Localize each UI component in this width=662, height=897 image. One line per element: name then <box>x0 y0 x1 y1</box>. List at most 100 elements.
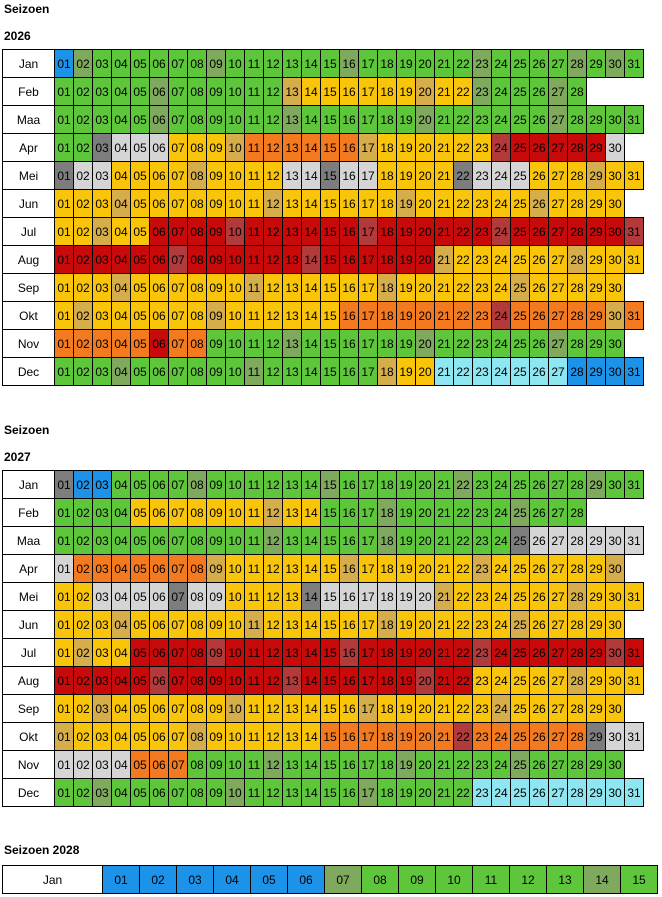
day-cell[interactable]: 21 <box>434 554 454 583</box>
day-cell[interactable]: 29 <box>586 470 606 499</box>
day-cell[interactable]: 09 <box>398 865 436 894</box>
day-cell[interactable]: 27 <box>548 778 568 807</box>
day-cell[interactable]: 22 <box>453 273 473 302</box>
day-cell[interactable]: 22 <box>453 750 473 779</box>
day-cell[interactable]: 15 <box>320 666 340 695</box>
day-cell[interactable]: 09 <box>206 133 226 162</box>
day-cell[interactable]: 09 <box>206 77 226 106</box>
day-cell[interactable]: 17 <box>358 273 378 302</box>
day-cell[interactable]: 12 <box>263 498 283 527</box>
day-cell[interactable]: 16 <box>339 245 359 274</box>
day-cell[interactable]: 09 <box>206 273 226 302</box>
day-cell[interactable]: 22 <box>453 161 473 190</box>
day-cell[interactable]: 08 <box>187 301 207 330</box>
day-cell[interactable]: 29 <box>586 301 606 330</box>
day-cell[interactable]: 06 <box>149 161 169 190</box>
day-cell[interactable]: 04 <box>111 694 131 723</box>
day-cell[interactable]: 26 <box>529 582 549 611</box>
day-cell[interactable]: 28 <box>567 77 587 106</box>
day-cell[interactable]: 07 <box>168 161 188 190</box>
day-cell[interactable]: 23 <box>472 189 492 218</box>
day-cell[interactable]: 25 <box>510 582 530 611</box>
day-cell[interactable]: 08 <box>187 526 207 555</box>
day-cell[interactable]: 30 <box>605 638 625 667</box>
day-cell[interactable]: 03 <box>92 133 112 162</box>
day-cell[interactable]: 04 <box>111 133 131 162</box>
day-cell[interactable]: 24 <box>491 778 511 807</box>
day-cell[interactable]: 04 <box>111 49 131 78</box>
day-cell[interactable]: 07 <box>168 750 188 779</box>
day-cell[interactable]: 29 <box>586 217 606 246</box>
day-cell[interactable]: 02 <box>73 77 93 106</box>
day-cell[interactable]: 09 <box>206 357 226 386</box>
day-cell[interactable]: 26 <box>529 722 549 751</box>
day-cell[interactable]: 16 <box>339 666 359 695</box>
day-cell[interactable]: 01 <box>54 133 74 162</box>
day-cell[interactable]: 16 <box>339 301 359 330</box>
day-cell[interactable]: 02 <box>139 865 177 894</box>
day-cell[interactable]: 27 <box>548 470 568 499</box>
day-cell[interactable]: 07 <box>168 694 188 723</box>
day-cell[interactable]: 05 <box>130 554 150 583</box>
day-cell[interactable]: 08 <box>187 610 207 639</box>
day-cell[interactable]: 09 <box>206 750 226 779</box>
day-cell[interactable]: 16 <box>339 161 359 190</box>
day-cell[interactable]: 25 <box>510 301 530 330</box>
day-cell[interactable]: 10 <box>225 610 245 639</box>
day-cell[interactable]: 30 <box>605 610 625 639</box>
day-cell[interactable]: 30 <box>605 105 625 134</box>
day-cell[interactable]: 18 <box>377 470 397 499</box>
day-cell[interactable]: 11 <box>244 638 264 667</box>
day-cell[interactable]: 24 <box>491 105 511 134</box>
day-cell[interactable]: 28 <box>567 610 587 639</box>
day-cell[interactable]: 04 <box>111 666 131 695</box>
day-cell[interactable]: 18 <box>377 329 397 358</box>
day-cell[interactable]: 22 <box>453 189 473 218</box>
day-cell[interactable]: 14 <box>583 865 621 894</box>
day-cell[interactable]: 14 <box>301 161 321 190</box>
day-cell[interactable]: 05 <box>130 610 150 639</box>
day-cell[interactable]: 02 <box>73 49 93 78</box>
day-cell[interactable]: 13 <box>282 301 302 330</box>
day-cell[interactable]: 27 <box>548 750 568 779</box>
day-cell[interactable]: 31 <box>624 217 644 246</box>
day-cell[interactable]: 17 <box>358 610 378 639</box>
day-cell[interactable]: 21 <box>434 610 454 639</box>
day-cell[interactable]: 21 <box>434 582 454 611</box>
day-cell[interactable]: 08 <box>187 722 207 751</box>
day-cell[interactable]: 07 <box>168 582 188 611</box>
day-cell[interactable]: 05 <box>130 133 150 162</box>
day-cell[interactable]: 13 <box>282 498 302 527</box>
day-cell[interactable]: 01 <box>54 77 74 106</box>
day-cell[interactable]: 28 <box>567 133 587 162</box>
day-cell[interactable]: 20 <box>415 49 435 78</box>
day-cell[interactable]: 24 <box>491 133 511 162</box>
day-cell[interactable]: 15 <box>320 329 340 358</box>
day-cell[interactable]: 24 <box>491 750 511 779</box>
day-cell[interactable]: 04 <box>111 526 131 555</box>
day-cell[interactable]: 17 <box>358 582 378 611</box>
day-cell[interactable]: 20 <box>415 77 435 106</box>
day-cell[interactable]: 12 <box>263 357 283 386</box>
day-cell[interactable]: 09 <box>206 582 226 611</box>
day-cell[interactable]: 03 <box>92 301 112 330</box>
day-cell[interactable]: 11 <box>472 865 510 894</box>
day-cell[interactable]: 18 <box>377 666 397 695</box>
day-cell[interactable]: 10 <box>225 638 245 667</box>
day-cell[interactable]: 15 <box>320 189 340 218</box>
day-cell[interactable]: 03 <box>92 582 112 611</box>
day-cell[interactable]: 25 <box>510 133 530 162</box>
day-cell[interactable]: 10 <box>225 582 245 611</box>
day-cell[interactable]: 10 <box>225 750 245 779</box>
day-cell[interactable]: 23 <box>472 582 492 611</box>
day-cell[interactable]: 11 <box>244 329 264 358</box>
day-cell[interactable]: 06 <box>149 526 169 555</box>
day-cell[interactable]: 15 <box>320 133 340 162</box>
day-cell[interactable]: 09 <box>206 554 226 583</box>
day-cell[interactable]: 14 <box>301 217 321 246</box>
day-cell[interactable]: 01 <box>54 526 74 555</box>
day-cell[interactable]: 24 <box>491 329 511 358</box>
day-cell[interactable]: 12 <box>263 301 283 330</box>
day-cell[interactable]: 28 <box>567 273 587 302</box>
day-cell[interactable]: 11 <box>244 161 264 190</box>
